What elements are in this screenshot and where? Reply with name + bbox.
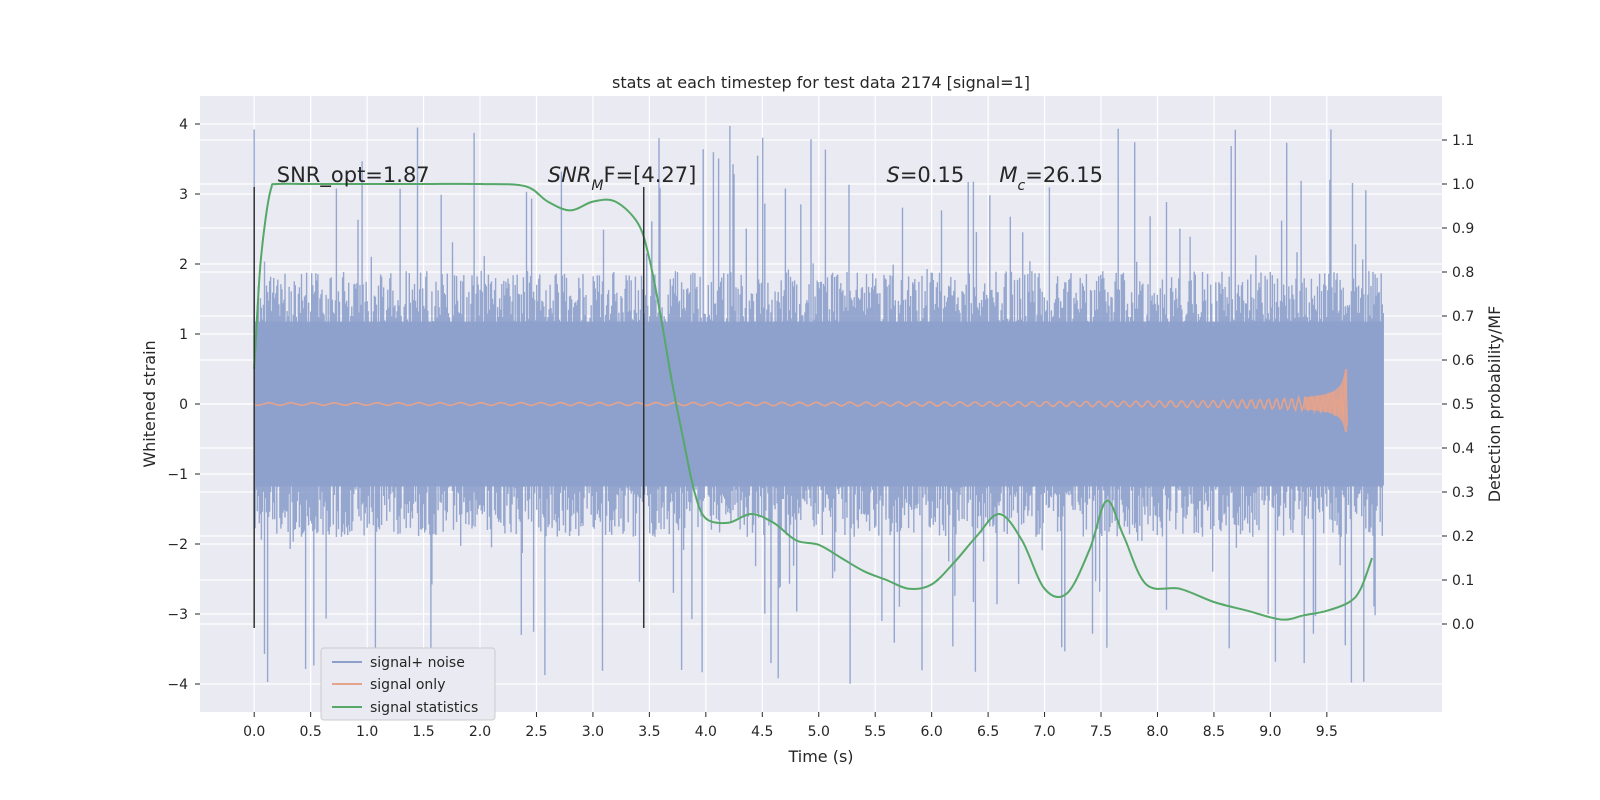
y-tick-label: −2	[167, 537, 188, 553]
x-tick-label: 0.5	[300, 724, 322, 740]
legend-box	[320, 647, 496, 721]
x-tick-label: 9.0	[1259, 724, 1281, 740]
x-tick-label: 5.0	[808, 724, 830, 740]
x-tick-label: 2.0	[469, 724, 491, 740]
y2-tick-label: 0.9	[1452, 221, 1474, 237]
chart-title: stats at each timestep for test data 217…	[612, 73, 1030, 92]
x-tick-label: 0.0	[243, 724, 265, 740]
x-tick-label: 6.0	[921, 724, 943, 740]
x-tick-label: 2.5	[525, 724, 547, 740]
x-tick-labels: 0.0 0.5 1.0 1.5 2.0 2.5 3.0 3.5 4.0 4.5 5.0 5.5 6.0 6…	[243, 712, 1338, 740]
y2-tick-label: 0.1	[1452, 573, 1474, 589]
x-axis-label: Time (s)	[787, 747, 853, 766]
x-tick-label: 7.0	[1033, 724, 1055, 740]
stats-series	[253, 182, 1373, 621]
y2-tick-label: 0.0	[1452, 617, 1474, 633]
y-tick-label: −1	[167, 467, 188, 483]
y2-tick-label: 0.7	[1452, 309, 1474, 325]
annotation-1: SNRMF=[4.27]	[548, 163, 697, 194]
legend-label-stats: signal statistics	[370, 700, 478, 716]
y-tick-label: −3	[167, 607, 188, 623]
y-tick-label: −4	[167, 677, 188, 693]
x-tick-label: 3.5	[638, 724, 660, 740]
x-tick-label: 3.0	[582, 724, 604, 740]
x-tick-label: 1.0	[356, 724, 378, 740]
x-tick-label: 7.5	[1090, 724, 1112, 740]
x-tick-label: 6.5	[977, 724, 999, 740]
x-tick-label: 1.5	[412, 724, 434, 740]
y-tick-labels: 4 3 2 1 0 −1 −2 −3 −4	[167, 117, 200, 693]
y2-tick-label: 1.0	[1452, 177, 1474, 193]
x-tick-label: 5.5	[864, 724, 886, 740]
y2-tick-label: 0.3	[1452, 485, 1474, 501]
signal-only-trace	[254, 371, 1348, 426]
signal-series	[254, 369, 1348, 432]
y2-tick-label: 0.5	[1452, 397, 1474, 413]
legend: signal+ noise signal only signal statist…	[320, 647, 496, 721]
x-tick-label: 4.0	[695, 724, 717, 740]
y-tick-label: 1	[179, 327, 188, 343]
y2-tick-label: 0.8	[1452, 265, 1474, 281]
y-axis-label: Whitened strain	[140, 340, 159, 467]
y2-tick-label: 0.4	[1452, 441, 1474, 457]
annotation-0: SNR_opt=1.87	[277, 163, 430, 188]
annotation-3: Mc=26.15	[999, 163, 1103, 194]
vertical-markers	[253, 187, 645, 628]
signal-statistics-line	[253, 182, 1373, 621]
signal-chirp-envelope	[1304, 369, 1348, 432]
y-tick-label: 4	[179, 117, 188, 133]
y-tick-label: 2	[179, 257, 188, 273]
y2-tick-label: 1.1	[1452, 133, 1474, 149]
annotations: SNR_opt=1.87 SNRMF=[4.27] S=0.15 Mc=26.15	[277, 163, 1103, 194]
y2-tick-label: 0.2	[1452, 529, 1474, 545]
y-tick-label: 3	[179, 187, 188, 203]
x-tick-label: 9.5	[1316, 724, 1338, 740]
x-tick-label: 4.5	[751, 724, 773, 740]
legend-label-signal: signal only	[370, 677, 445, 693]
x-tick-label: 8.0	[1146, 724, 1168, 740]
y2-tick-labels: 1.1 1.0 0.9 0.8 0.7 0.6 0.5 0.4 0.3 0.2 0.1 0.0	[1442, 133, 1474, 633]
x-tick-label: 8.5	[1203, 724, 1225, 740]
y2-tick-label: 0.6	[1452, 353, 1474, 369]
annotation-2: S=0.15	[886, 163, 964, 187]
legend-label-noise: signal+ noise	[370, 655, 465, 671]
y-tick-label: 0	[179, 397, 188, 413]
y2-axis-label: Detection probability/MF	[1485, 306, 1504, 503]
